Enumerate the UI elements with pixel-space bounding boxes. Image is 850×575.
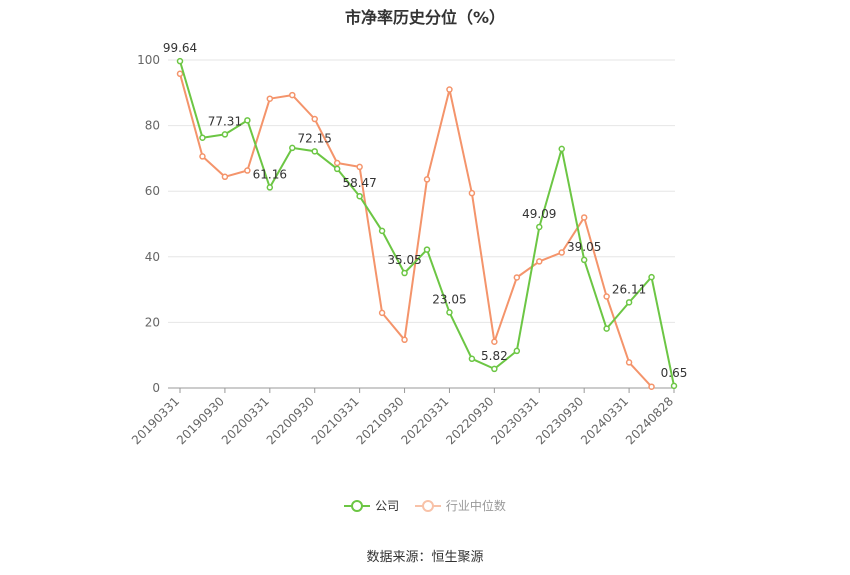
data-label: 23.05 [432,292,466,306]
data-label: 99.64 [163,41,197,55]
data-label: 35.05 [387,253,421,267]
y-tick-label: 100 [137,53,160,67]
data-point [491,338,498,346]
chart-title: 市净率历史分位（%） [344,8,506,27]
data-point [670,382,678,390]
data-point [625,359,633,366]
x-axis: 2019033120190930202003312020093020210331… [129,387,676,447]
series-line [179,73,653,388]
data-point [378,227,386,235]
series-industry-median [176,70,655,390]
x-tick-label: 20220331 [398,394,451,447]
y-tick-label: 40 [145,250,160,264]
data-label: 26.11 [612,282,646,296]
legend-label-industry-median: 行业中位数 [445,499,506,513]
data-point [446,86,453,93]
data-point [176,70,184,78]
data-label: 58.47 [342,176,376,190]
data-point [221,173,229,181]
data-label: 0.65 [661,366,688,380]
data-point [244,167,251,174]
x-tick-label: 20210331 [309,394,362,447]
data-point [491,365,498,373]
data-point [468,189,476,197]
grid-lines [168,59,675,323]
x-tick-label: 20240331 [578,394,631,447]
y-tick-label: 80 [145,119,160,133]
data-label: 5.82 [481,349,508,363]
data-point [580,214,588,221]
data-point [513,347,521,355]
y-axis: 0 20 40 60 80 100 [137,53,160,395]
data-point [333,159,341,167]
data-point [603,325,610,332]
data-label: 39.05 [567,240,601,254]
data-labels: 99.64 77.31 61.16 72.15 58.47 35.05 23.05 5.82 4… [163,41,688,380]
data-label: 61.16 [253,167,287,181]
data-point [536,223,543,231]
legend-item-industry-median[interactable]: 行业中位数 [414,497,506,514]
data-point [266,95,274,102]
data-point [333,165,341,173]
data-label: 49.09 [522,207,556,221]
data-point [311,115,318,123]
y-tick-label: 0 [152,381,160,395]
plot-area [176,57,678,390]
data-point [311,148,318,155]
data-point [356,163,363,171]
data-point [289,91,296,99]
x-tick-label: 20190331 [129,394,182,447]
x-tick-label: 20240828 [623,394,676,447]
data-point [401,336,408,344]
data-point [513,274,521,281]
data-point [423,176,431,183]
data-point [289,144,296,152]
data-point [558,249,565,256]
data-point [176,57,184,65]
x-tick-label: 20200331 [219,394,272,447]
x-tick-label: 20200930 [264,394,317,447]
data-point [536,258,543,265]
legend-line-icon [344,499,371,513]
x-tick-label: 20230331 [488,394,541,447]
x-tick-label: 20230930 [533,394,586,447]
legend-line-icon [414,499,441,513]
x-tick-label: 20220930 [443,394,496,447]
data-point [266,184,274,191]
data-point [199,134,206,141]
series-line [179,60,675,387]
y-tick-label: 60 [145,184,160,198]
data-point [648,383,655,390]
data-point [468,355,476,363]
data-point [199,153,206,160]
data-point [648,273,655,281]
data-point [603,293,610,300]
data-source-note: 数据来源：恒生聚源 [366,550,484,565]
data-point [423,246,431,253]
data-point [625,299,633,306]
x-tick-label: 20190930 [174,394,227,447]
legend-label-company: 公司 [375,499,400,513]
y-tick-label: 20 [145,315,160,329]
data-point [244,117,251,124]
data-point [446,309,453,316]
legend-item-company[interactable]: 公司 [344,497,399,514]
data-point [221,131,229,138]
data-point [356,192,363,200]
legend: 公司 行业中位数 [0,497,850,516]
data-point [558,145,565,153]
data-label: 72.15 [298,131,332,145]
series-company [176,57,678,390]
data-point [580,256,588,264]
data-label: 77.31 [208,114,242,128]
data-point [401,269,408,277]
data-point [378,309,386,317]
x-tick-label: 20210930 [354,394,407,447]
